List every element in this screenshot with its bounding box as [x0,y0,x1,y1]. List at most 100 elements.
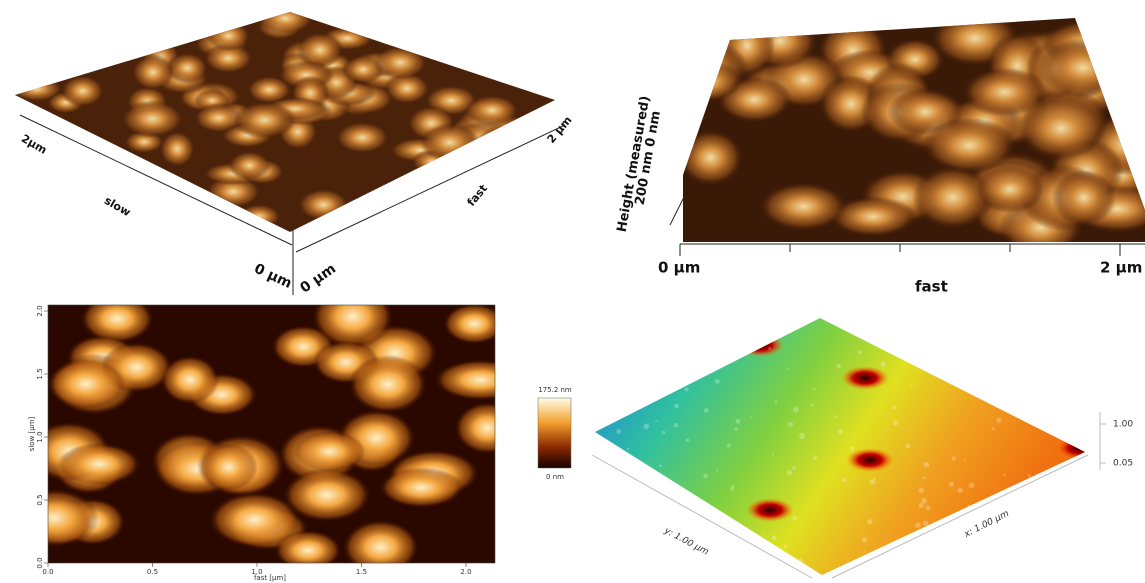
texture [617,484,623,490]
texture [1010,546,1016,552]
axis-title: fast [465,182,490,209]
bump [335,122,390,154]
texture [730,487,734,491]
z-tick-label: 0.05 [1113,459,1133,469]
texture [684,387,688,391]
axis-title: x: 1.00 µm [962,509,1011,541]
texture [916,338,920,342]
texture [616,351,621,356]
texture [630,408,634,412]
texture [787,470,792,475]
texture [867,519,872,524]
x-tick-label: 0.5 [147,568,158,576]
texture [775,400,778,403]
texture [727,444,731,448]
axis-title: fast [915,278,948,296]
texture [892,320,895,323]
texture [811,404,814,407]
bump [759,182,848,231]
bump [237,204,281,229]
y-tick-label: 1.0 [36,431,44,442]
texture [1063,539,1067,543]
texture [915,522,921,528]
texture [649,499,654,504]
texture [655,420,657,422]
bump [434,360,526,401]
texture [926,505,931,510]
texture [617,490,623,496]
bump [373,45,428,79]
texture [614,357,618,361]
origin-label: 0 µm [658,259,700,277]
texture [905,443,910,448]
texture [716,469,718,471]
texture [646,323,651,328]
texture [768,347,771,350]
texture [772,453,774,455]
texture [910,385,912,387]
bump [312,285,393,349]
figure: 2µm slow fast 2 µm 0 µm 0 µm 200 nm 0 nm… [0,0,1145,583]
bump [206,21,250,52]
texture [838,429,843,434]
height-map [10,285,526,575]
texture [793,407,799,413]
texture [858,350,862,354]
texture [918,503,923,508]
texture [772,535,777,540]
bump [923,117,1017,173]
texture [599,349,601,351]
texture [792,516,797,521]
texture [799,433,805,439]
texture [627,380,630,383]
texture [957,487,962,492]
pit [1056,436,1104,460]
texture [899,349,905,355]
pit [846,448,894,472]
texture [662,431,665,434]
texture [674,404,679,409]
texture [784,545,787,548]
texture [923,521,928,526]
bump [161,355,220,404]
bump [257,3,314,35]
texture [893,420,898,425]
bump [298,188,350,221]
texture [792,466,796,470]
texture [750,416,752,418]
texture [674,423,679,428]
pit [746,498,794,522]
texture [1058,484,1063,489]
texture [1055,485,1059,489]
texture [924,369,926,371]
texture [704,408,709,413]
texture [930,355,934,359]
bump [1052,170,1116,226]
texture [969,482,975,488]
texture [934,340,938,344]
texture [996,418,1001,423]
texture [1028,474,1031,477]
axis-end-label: 2 µm [1100,259,1142,277]
texture [864,551,866,553]
texture [905,341,908,344]
x-tick-label: 0.0 [42,568,53,576]
bump [1101,50,1145,102]
texture [630,470,635,475]
texture [862,537,867,542]
texture [967,505,972,510]
bump [61,75,105,107]
bump [58,443,141,485]
bump [1038,38,1128,96]
texture [919,488,924,493]
texture [696,321,699,324]
bump [655,41,727,82]
y-tick-label: 2.0 [36,305,44,316]
axis-end-label: 2µm [19,132,49,157]
axis-title: slow [102,194,133,219]
texture [992,331,996,335]
texture [648,361,651,364]
bump [10,489,99,547]
texture [992,427,995,430]
texture [870,479,876,485]
